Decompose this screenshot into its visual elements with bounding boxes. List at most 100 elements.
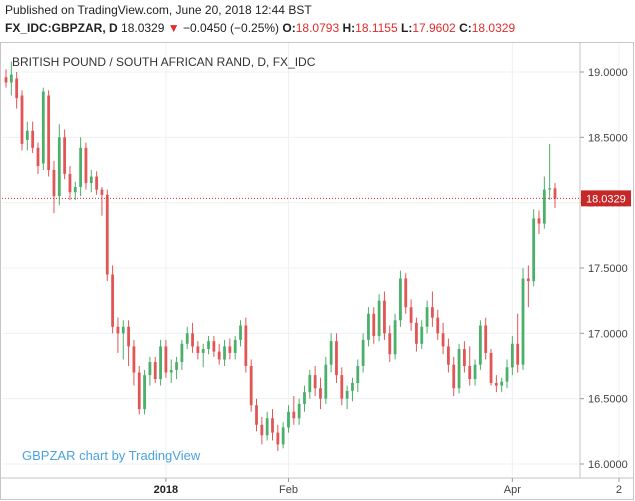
candle-body — [137, 372, 141, 410]
candle-body — [41, 91, 45, 164]
candle-body — [526, 278, 530, 282]
candle-body — [20, 95, 24, 144]
candle-body — [148, 362, 152, 376]
candle-body — [233, 339, 237, 353]
candle-body — [159, 346, 162, 380]
y-tick-label: 18.5000 — [588, 132, 628, 144]
candle-body — [276, 432, 280, 445]
candle-body — [100, 189, 104, 195]
candle-body — [420, 326, 424, 344]
candle-body — [345, 390, 349, 399]
candle-body — [191, 333, 194, 347]
candle-body — [436, 317, 440, 334]
candle-body — [116, 326, 120, 334]
candle-body — [132, 346, 136, 373]
candle-body — [351, 382, 354, 391]
candle-body — [15, 78, 19, 99]
candle-body — [473, 364, 477, 380]
candle-body — [329, 341, 333, 365]
candle-body — [452, 364, 456, 389]
candle-body — [79, 147, 83, 187]
candle-body — [409, 307, 413, 323]
candle-body — [255, 405, 258, 425]
candle-body — [516, 343, 520, 365]
candle-body — [260, 424, 264, 436]
candle-body — [553, 188, 557, 199]
candle-body — [68, 173, 72, 193]
candle-body — [89, 176, 93, 184]
candle-body — [239, 325, 242, 340]
candle-body — [201, 349, 205, 353]
candle-body — [484, 325, 488, 353]
time-axis: 2018FebApr2Jun — [154, 478, 622, 496]
candle-body — [462, 349, 466, 366]
low-label: L: — [401, 21, 413, 35]
candle-body — [383, 300, 386, 334]
candle-body — [425, 307, 429, 327]
close-value: 18.0329 — [471, 21, 516, 35]
candle-body — [9, 74, 13, 83]
symbol-label: FX_IDC:GBPZAR, D — [5, 21, 118, 35]
candle-body — [111, 274, 115, 327]
candle-body — [153, 362, 157, 380]
candle-body — [399, 278, 402, 321]
candle-body — [510, 343, 514, 368]
candle-body — [297, 403, 301, 419]
candle-body — [372, 313, 376, 336]
y-tick-label: 16.5000 — [588, 394, 628, 406]
candle-body — [313, 375, 317, 389]
x-tick-label: Feb — [279, 484, 298, 496]
close-label: C: — [459, 21, 472, 35]
high-label: H: — [342, 21, 356, 35]
candle-body — [446, 346, 450, 365]
last-value: 18.0329 — [121, 21, 165, 35]
candle-body — [404, 278, 408, 308]
candle-body — [356, 366, 360, 383]
candle-body — [292, 411, 296, 419]
candle-body — [281, 427, 285, 445]
chart-title: BRITISH POUND / SOUTH AFRICAN RAND, D, F… — [12, 55, 316, 69]
candle-body — [169, 369, 173, 373]
y-tick-label: 16.0000 — [588, 459, 628, 471]
grid-lines — [2, 43, 620, 477]
candle-body — [441, 333, 445, 347]
candle-body — [105, 194, 109, 275]
last-price-badge-bg — [581, 190, 631, 207]
candle-body — [185, 333, 189, 344]
candle-body — [244, 325, 248, 366]
candle-body — [537, 218, 541, 224]
candle-body — [388, 333, 392, 355]
candle-body — [340, 375, 344, 399]
change-value: −0.0450 (−0.25%) — [182, 21, 280, 35]
candle-body — [223, 346, 226, 360]
candle-body — [265, 418, 269, 436]
x-tick-label: 2 — [616, 484, 622, 496]
down-arrow-icon: ▼ — [167, 21, 180, 35]
candle-body — [542, 189, 546, 224]
y-tick-label: 17.5000 — [588, 263, 628, 275]
candle-body — [143, 375, 146, 410]
high-value: 18.1155 — [355, 21, 398, 35]
low-value: 17.9602 — [412, 21, 456, 35]
x-tick-label: 2018 — [154, 484, 178, 496]
candle-body — [377, 300, 381, 336]
candle-body — [287, 411, 290, 428]
candle-body — [367, 313, 370, 340]
candle-body — [217, 351, 221, 360]
candle-body — [47, 95, 51, 170]
candle-body — [393, 320, 397, 355]
y-tick-label: 17.0000 — [588, 328, 628, 340]
candle-body — [505, 367, 509, 382]
watermark: GBPZAR chart by TradingView — [22, 448, 201, 463]
candle-body — [84, 147, 88, 184]
candle-body — [494, 382, 498, 386]
candle-body — [121, 326, 125, 334]
candle-body — [431, 307, 434, 318]
candle-body — [468, 366, 472, 380]
candle-body — [175, 362, 178, 370]
candle-body — [73, 186, 77, 193]
candle-body — [415, 322, 418, 344]
quote-line: FX_IDC:GBPZAR, D 18.0329 ▼ −0.0450 (−0.2… — [5, 21, 515, 35]
candle-body — [36, 147, 40, 167]
